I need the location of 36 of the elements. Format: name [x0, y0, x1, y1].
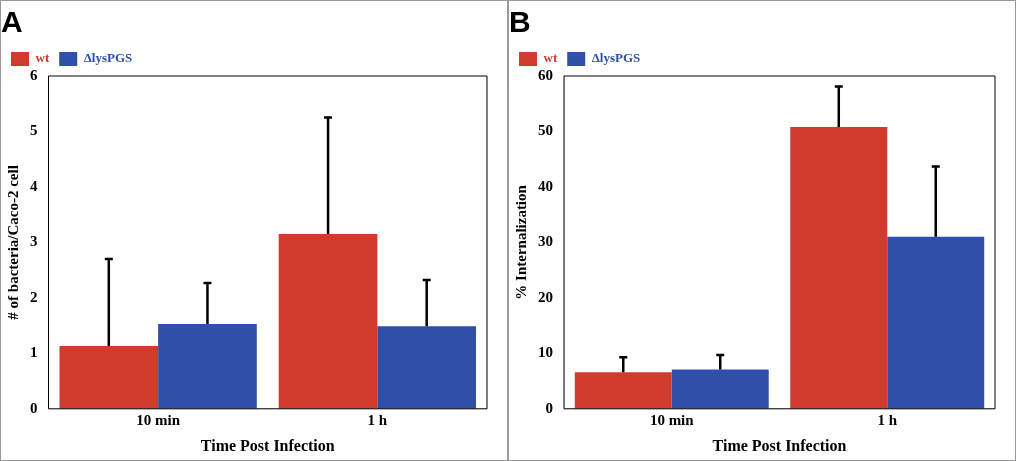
legend-label: wt [35, 50, 50, 66]
bar [59, 346, 159, 409]
y-tick-label: 2 [30, 288, 38, 305]
x-axis-title: Time Post Infection [200, 436, 335, 454]
bar [671, 369, 769, 409]
x-tick-label: 1 h [367, 411, 388, 428]
x-tick-label: 10 min [649, 411, 695, 428]
chart-title: B [509, 5, 531, 39]
bar [158, 323, 257, 409]
chart-title: A [1, 5, 23, 39]
y-tick-label: 40 [538, 177, 553, 194]
y-tick-label: 6 [30, 66, 38, 83]
y-tick-label: 0 [545, 399, 553, 416]
y-tick-label: 10 [538, 344, 553, 361]
bar [790, 127, 888, 409]
y-tick-label: 5 [30, 122, 38, 139]
legend-label: ΔlysPGS [83, 50, 133, 66]
y-tick-label: 30 [538, 233, 553, 250]
y-tick-label: 1 [30, 344, 38, 361]
y-tick-label: 3 [30, 233, 38, 250]
bar [278, 234, 378, 409]
y-tick-label: 4 [30, 177, 38, 194]
y-tick-label: 50 [538, 122, 553, 139]
legend-label: wt [543, 50, 558, 66]
x-axis-title: Time Post Infection [712, 436, 847, 454]
y-tick-label: 60 [538, 66, 553, 83]
y-tick-label: 0 [30, 399, 38, 416]
y-axis-title: % Internalization [512, 184, 529, 300]
y-tick-label: 20 [538, 288, 553, 305]
bar [887, 236, 985, 409]
bar [574, 372, 672, 409]
y-axis-title: # of bacteria/Caco-2 cell [4, 165, 21, 320]
bar [377, 326, 477, 409]
x-tick-label: 10 min [136, 411, 181, 428]
x-tick-label: 1 h [877, 411, 898, 428]
legend-label: ΔlysPGS [591, 50, 641, 66]
